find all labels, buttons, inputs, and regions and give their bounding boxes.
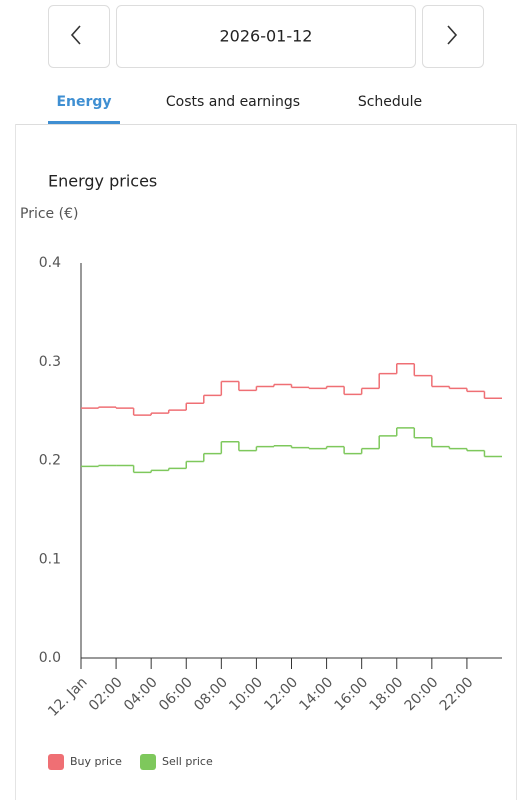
legend-label: Sell price <box>162 755 213 768</box>
x-tick-label: 20:00 <box>402 674 442 714</box>
x-tick-label: 16:00 <box>331 674 371 714</box>
legend-label: Buy price <box>70 755 122 768</box>
y-axis-label: Price (€) <box>20 206 78 222</box>
x-tick-label: 02:00 <box>86 674 126 714</box>
x-tick-label: 18:00 <box>367 674 407 714</box>
x-tick-label: 06:00 <box>156 674 196 714</box>
next-icon <box>447 25 458 45</box>
x-tick-label: 08:00 <box>191 674 231 714</box>
x-tick-label: 12. Jan <box>45 674 90 719</box>
tab[interactable]: Schedule <box>358 94 422 110</box>
legend-swatch <box>48 754 64 770</box>
prev-icon <box>70 25 81 45</box>
x-tick-label: 04:00 <box>121 674 161 714</box>
plot: 0.0 0.1 0.2 0.3 0.4 12. Jan02:0004:0006:0008:… <box>39 255 502 770</box>
y-tick-label: 0.3 <box>39 354 61 370</box>
tab-indicator <box>48 121 120 124</box>
date-box[interactable] <box>116 5 416 68</box>
tab[interactable]: Energy <box>56 94 111 110</box>
y-tick-label: 0.1 <box>39 551 61 567</box>
x-tick-label: 14:00 <box>296 674 336 714</box>
x-tick-label: 12:00 <box>261 674 301 714</box>
legend-swatch <box>140 754 156 770</box>
date: 2026-01-12 <box>220 27 313 46</box>
chart-title: Energy prices <box>48 172 157 191</box>
y-tick-label: 0.2 <box>39 453 61 469</box>
next-button[interactable] <box>422 5 484 68</box>
y-tick-label: 0.0 <box>39 650 61 666</box>
x-tick-label: 22:00 <box>437 674 477 714</box>
x-tick-label: 10:00 <box>226 674 266 714</box>
tab[interactable]: Costs and earnings <box>166 94 300 110</box>
prev-button[interactable] <box>48 5 110 68</box>
y-tick-label: 0.4 <box>39 255 61 271</box>
